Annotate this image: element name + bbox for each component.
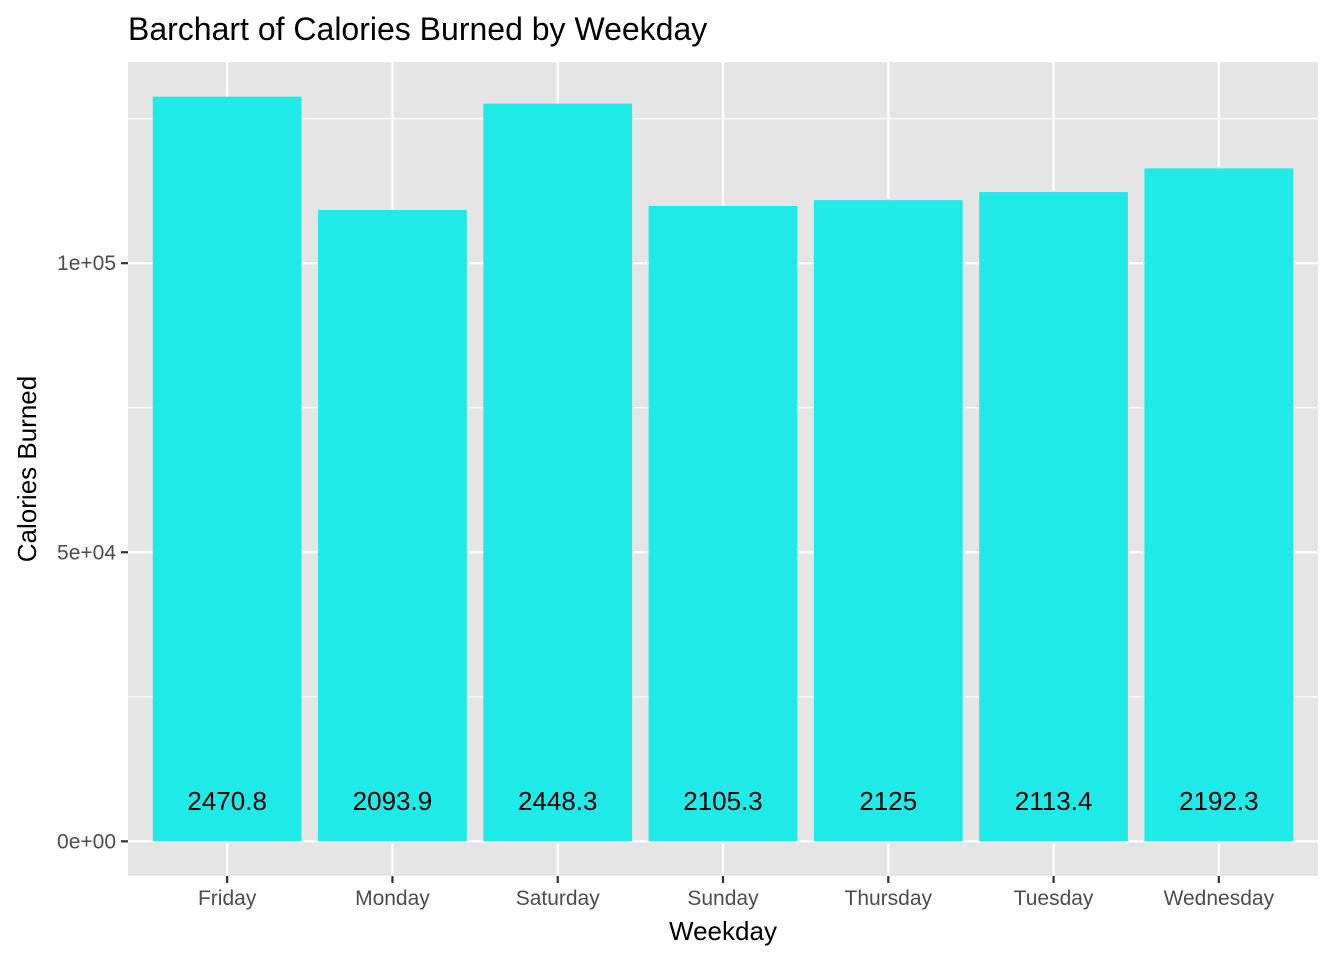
y-tick-label: 5e+04 [57,541,116,564]
bar-sunday [648,205,798,842]
bar-thursday [813,200,963,842]
bar-saturday [483,103,633,842]
x-tick-label: Monday [355,887,430,910]
x-tick-label: Wednesday [1164,887,1275,910]
data-label-sunday: 2105.3 [683,786,763,816]
x-axis-title: Weekday [669,916,777,946]
y-axis-title: Calories Burned [12,376,42,562]
data-label-monday: 2093.9 [353,786,433,816]
x-tick-label: Friday [198,887,257,910]
bar-monday [318,210,467,842]
bar-tuesday [979,192,1128,842]
x-tick-label: Sunday [687,887,759,910]
axes: 0e+00 5e+04 1e+05 Friday Monday Saturday Sunda… [57,252,1275,910]
bar-wednesday [1144,168,1294,842]
bar-friday [152,96,302,842]
chart-title: Barchart of Calories Burned by Weekday [128,11,707,47]
data-label-friday: 2470.8 [187,786,267,816]
x-tick-label: Thursday [845,887,933,910]
y-tick-label: 0e+00 [57,830,116,853]
data-label-tuesday: 2113.4 [1015,786,1093,816]
y-tick-label: 1e+05 [57,252,116,275]
x-tick-label: Saturday [516,887,601,910]
data-label-thursday: 2125 [859,786,917,816]
data-label-saturday: 2448.3 [518,786,598,816]
x-tick-label: Tuesday [1014,887,1094,910]
data-labels: 2470.8 2093.9 2448.3 2105.3 2125 2113.4 2192.3 [187,786,1258,816]
bars [152,96,1294,842]
data-label-wednesday: 2192.3 [1179,786,1259,816]
